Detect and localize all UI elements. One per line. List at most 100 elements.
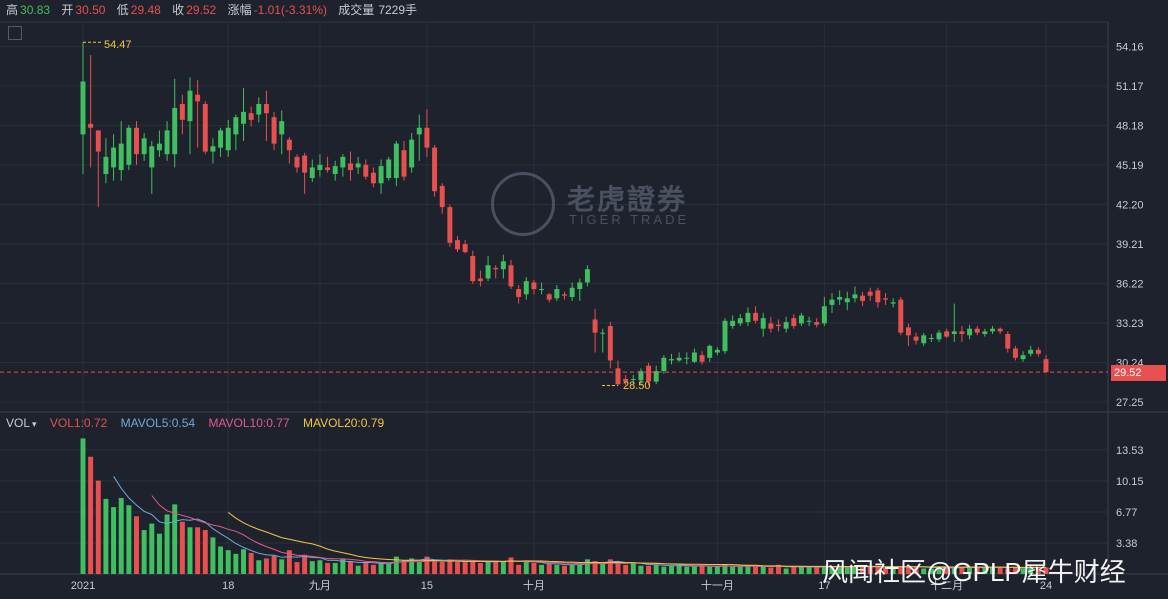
candle-body [699, 355, 705, 362]
chevron-down-icon: ▾ [32, 419, 37, 429]
volume-bar [699, 565, 705, 574]
volume-bar [279, 559, 285, 574]
volume-bar [424, 556, 430, 574]
volume-bar [951, 568, 957, 574]
volume-bar [959, 567, 965, 574]
time-tick-label: 18 [222, 580, 234, 592]
time-tick-label: 十一月 [701, 578, 734, 592]
vol-title: VOL [6, 416, 31, 430]
candle-body [821, 306, 827, 324]
candle-body [409, 139, 415, 168]
logo-name: 老虎證券 [567, 184, 688, 215]
candle-body [837, 296, 843, 300]
price-tick-label: 45.19 [1116, 160, 1144, 172]
candle-body [271, 117, 277, 144]
candle-body [753, 312, 759, 321]
low-value: 29.48 [130, 3, 161, 17]
candle-body [814, 322, 820, 325]
candle-body [584, 269, 590, 283]
volume-bar [615, 563, 621, 574]
price-tick-label: 36.22 [1116, 278, 1144, 290]
volume-bar [134, 516, 139, 574]
max-price-annotation: 54.47 [104, 39, 132, 51]
volume-bar [577, 564, 583, 574]
candle-body [967, 328, 973, 336]
candle-body [134, 127, 139, 155]
candle-body [944, 331, 950, 337]
candle-body [798, 315, 804, 324]
volume-bar [669, 565, 674, 574]
candle-body [424, 127, 430, 148]
candle-body [1043, 359, 1049, 373]
candle-body [256, 103, 262, 115]
price-tick-label: 42.20 [1116, 199, 1144, 211]
volume-bar [523, 562, 529, 574]
candle-body [546, 294, 552, 300]
volume-bar [210, 537, 216, 574]
volume-bar [867, 566, 873, 574]
volume-bar [676, 564, 682, 574]
time-tick-label: 24 [1040, 580, 1052, 592]
volume-bar [691, 566, 697, 574]
candle-body [959, 331, 965, 334]
candle-body [80, 81, 86, 135]
candle-body [539, 289, 545, 291]
candle-body [852, 294, 858, 299]
volume-bar [646, 565, 652, 574]
candle-body [485, 265, 491, 279]
candle-body [990, 328, 995, 332]
volume-bar [500, 561, 506, 574]
candle-body [248, 113, 254, 120]
candle-body [898, 299, 904, 333]
volume-bar [508, 557, 514, 574]
volume-bar [286, 550, 292, 574]
mavol5-value: MAVOL5:0.54 [120, 416, 196, 430]
candle-body [921, 335, 927, 344]
candle-body [982, 331, 988, 334]
candle-body [890, 302, 896, 304]
candle-body [332, 166, 338, 175]
volume-bar [516, 564, 522, 574]
volume-bar [944, 566, 950, 574]
open-value: 30.50 [75, 3, 106, 17]
current-price-tag: 29.52 [1111, 365, 1166, 381]
candle-body [936, 332, 942, 340]
volume-bar [753, 566, 759, 574]
volume-bar [1020, 568, 1026, 574]
high-label: 高 [6, 3, 19, 17]
candle-body [401, 150, 407, 177]
candle-body [623, 378, 629, 382]
price-tick-label: 39.21 [1116, 239, 1144, 251]
candle-body [791, 318, 797, 327]
volume-bar [554, 564, 560, 574]
volume-bar [921, 568, 927, 574]
candle-body [455, 240, 460, 250]
volume-bar [256, 560, 262, 574]
volume-bar [760, 565, 766, 574]
candle-body [951, 331, 957, 334]
tiger-logo-icon [491, 172, 555, 236]
candle-body [447, 207, 453, 243]
volume-label: 成交量 [338, 3, 375, 17]
candle-body [883, 298, 888, 300]
candle-body [691, 352, 697, 362]
volume-bar [95, 480, 101, 574]
volume-tick-label: 6.77 [1116, 507, 1137, 519]
candle-body [615, 368, 621, 385]
candle-body [829, 299, 835, 305]
expand-icon[interactable] [8, 26, 22, 40]
volume-bar [623, 564, 629, 574]
volume-bar [974, 567, 980, 574]
volume-bar [225, 550, 231, 574]
volume-bar [263, 558, 269, 574]
volume-tick-label: 13.53 [1116, 445, 1144, 457]
volume-bar [111, 507, 117, 574]
volume-bar [821, 566, 827, 574]
volume-bar [936, 567, 942, 574]
high-value: 30.83 [20, 3, 51, 17]
volume-bar [103, 498, 109, 574]
vol-indicator-selector[interactable]: VOL ▾ [6, 416, 37, 430]
candle-body [416, 127, 422, 135]
candle-body [111, 147, 117, 168]
